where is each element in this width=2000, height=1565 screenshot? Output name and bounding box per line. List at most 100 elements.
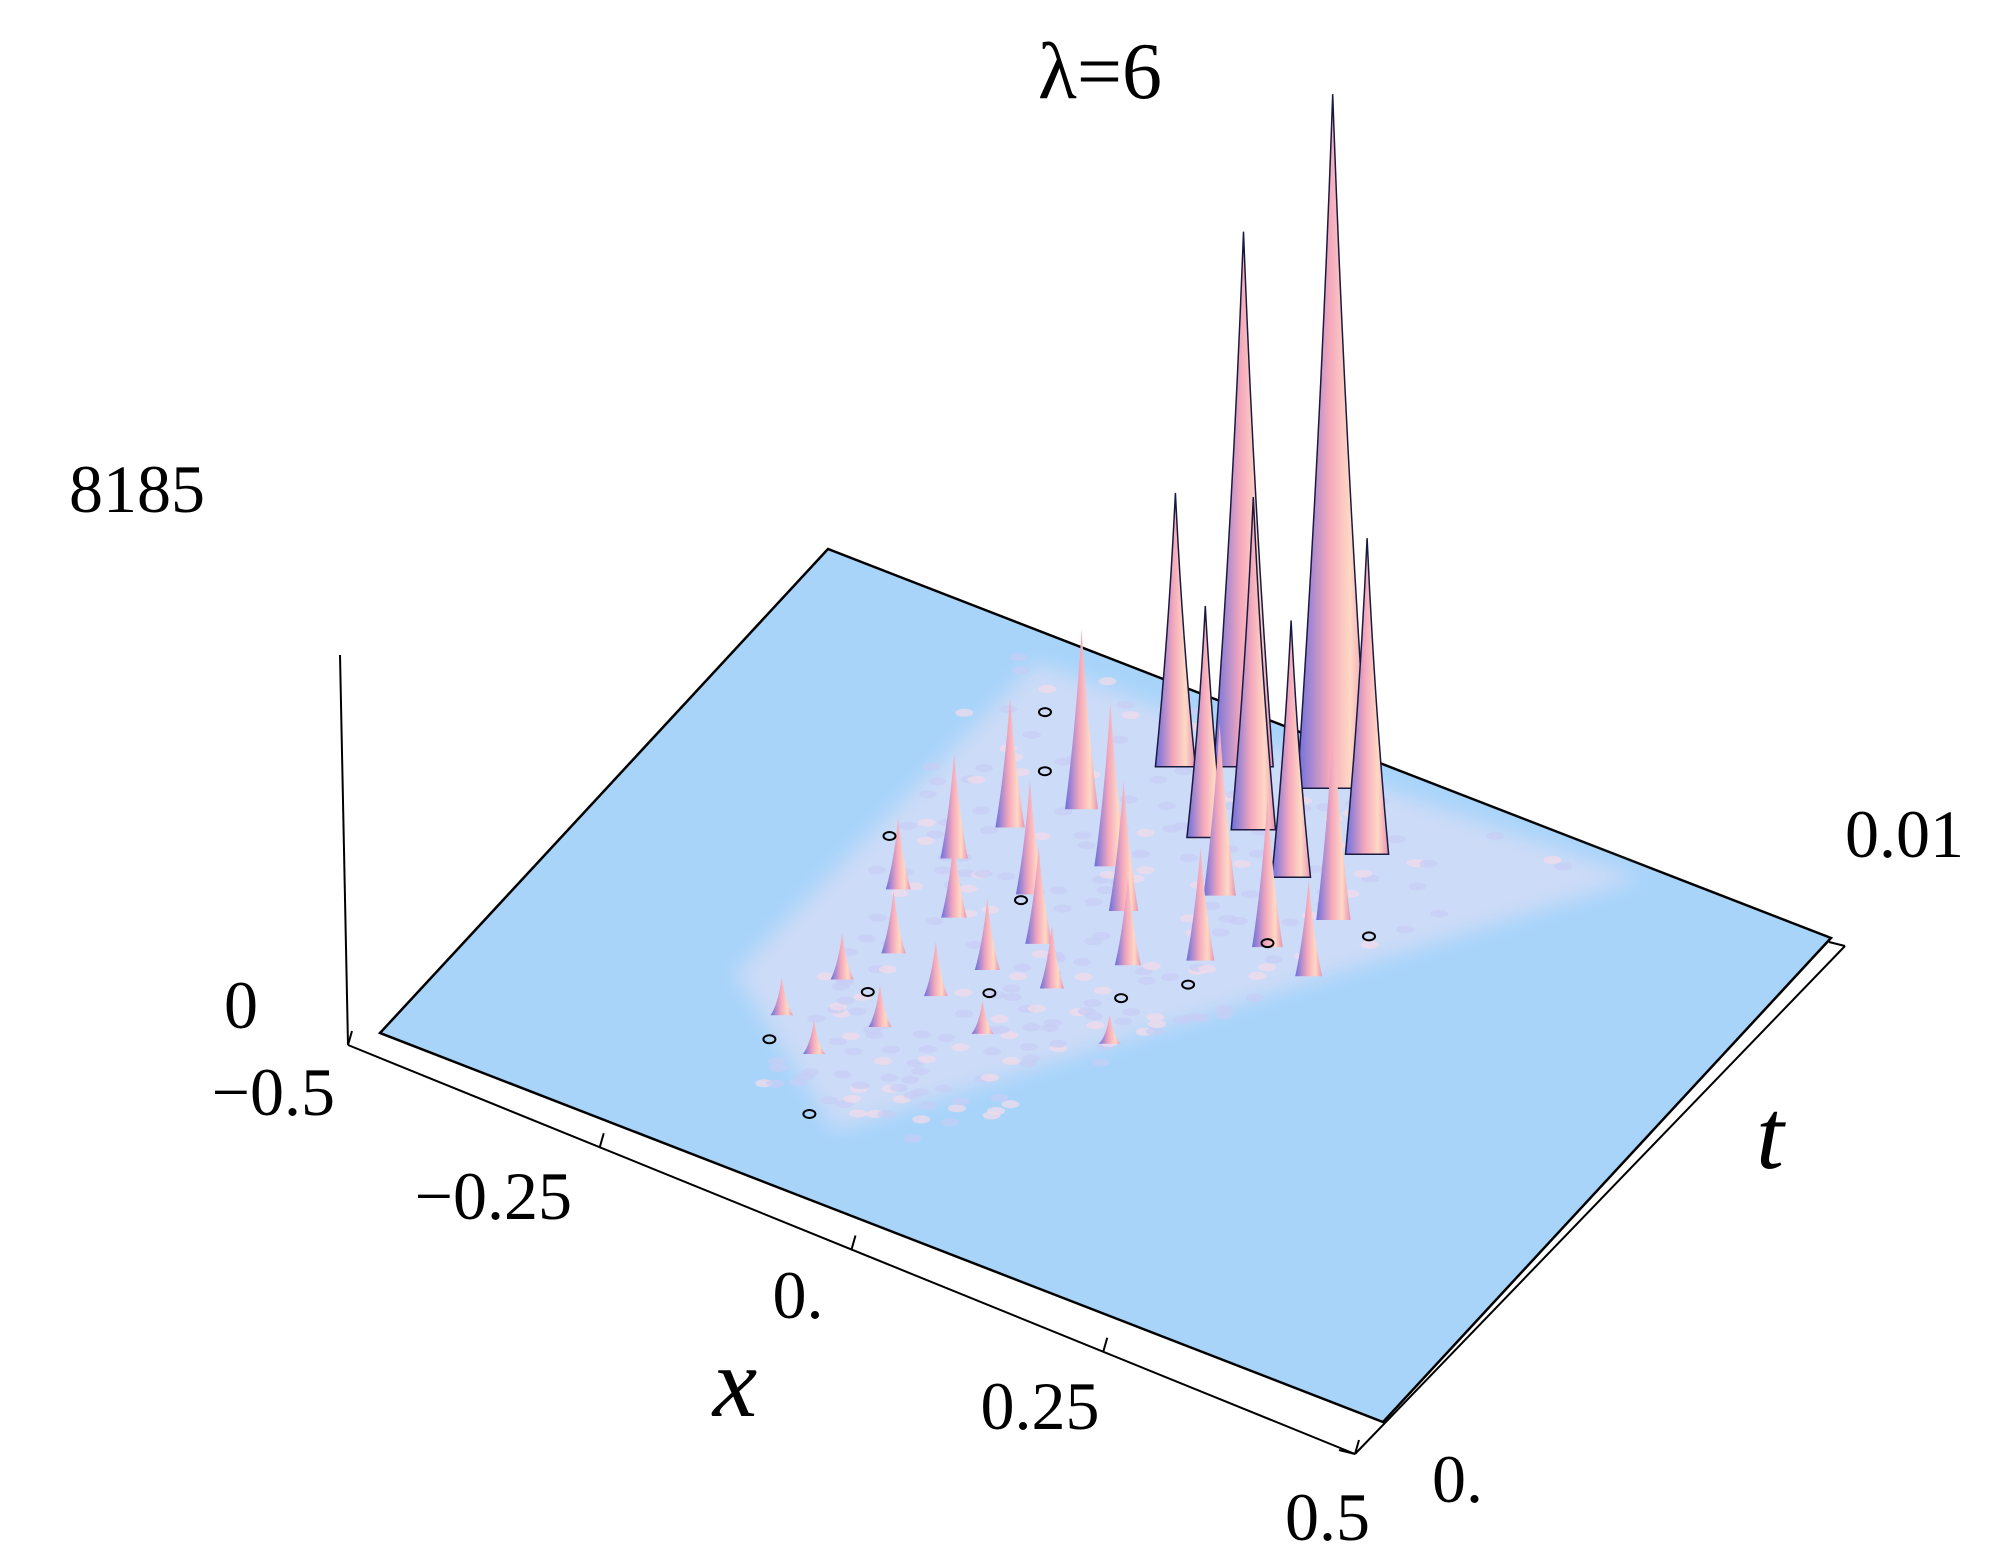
surface-ripple	[1022, 1023, 1041, 1032]
surface-peak	[924, 941, 948, 997]
surface-ripple	[934, 1084, 953, 1093]
surface-ripple	[1027, 1004, 1046, 1013]
surface-ripple	[851, 1081, 870, 1090]
surface-ripple	[1430, 909, 1449, 918]
t-tick-1	[1338, 1449, 1356, 1455]
surface-ripple	[1022, 1054, 1041, 1063]
surface-ripple	[1149, 775, 1168, 784]
surface-peak	[1025, 847, 1053, 944]
surface-ripple	[948, 1104, 966, 1113]
surface-ripple	[1122, 1008, 1141, 1016]
surface-ripple	[1077, 1007, 1096, 1016]
contour-blip	[982, 988, 997, 999]
surface-ripple	[1031, 950, 1050, 959]
surface-ripple	[1248, 849, 1267, 858]
axis-ticks	[347, 941, 1846, 1455]
surface-peak	[1114, 877, 1141, 966]
surface-ripple	[1092, 932, 1110, 940]
surface-ripple	[1215, 1004, 1234, 1013]
surface-ripple	[912, 1115, 931, 1124]
x-tick-label-3: 0.	[773, 1257, 824, 1333]
surface-peak	[1039, 925, 1065, 989]
surface-peak	[1094, 702, 1127, 867]
t-tick-label-2: 0.01	[1845, 796, 1964, 872]
x-axis-label: x	[711, 1327, 757, 1438]
surface-ripple	[955, 1009, 974, 1018]
x-tick-label-5: 0.5	[1285, 1479, 1370, 1555]
x-tick-label-2: −0.25	[415, 1158, 572, 1234]
surface-ripple	[807, 1014, 826, 1023]
surface-peak	[971, 1000, 994, 1034]
surface-peak	[941, 837, 967, 918]
surface-peak	[1316, 722, 1351, 920]
surface-peak	[995, 697, 1025, 828]
surface-ripple	[1011, 666, 1030, 675]
surface-ripple	[1360, 940, 1379, 949]
surface-ripple	[990, 1015, 1009, 1024]
surface-ripple	[1116, 700, 1135, 709]
surface-ripple	[1246, 993, 1264, 1002]
surface-ripple	[1396, 925, 1415, 934]
surface-ripple	[890, 1083, 908, 1092]
surface-ripple	[1148, 1020, 1167, 1029]
surface-ripple	[983, 1047, 1002, 1056]
surface-ripple	[820, 1096, 839, 1105]
surface-ripple	[1281, 918, 1300, 927]
t-tick-label-1: 0.	[1432, 1441, 1483, 1517]
contour-blip	[1037, 766, 1052, 777]
surface-ripple	[1009, 653, 1028, 662]
surface-ripple	[842, 1032, 861, 1041]
x-tick-label-1: −0.5	[212, 1054, 335, 1130]
surface-ripple	[974, 869, 993, 878]
surface-ripple	[1043, 1019, 1062, 1027]
surface-ripple	[890, 889, 909, 898]
surface-ripple	[996, 872, 1015, 881]
surface-ripple	[1248, 971, 1267, 980]
surface-ripple	[801, 1068, 820, 1077]
surface-ripple	[1229, 917, 1248, 925]
surface-ripple	[1002, 1056, 1021, 1065]
surface-ripple	[1049, 886, 1068, 895]
surface-ripple	[981, 1073, 999, 1082]
surface-ripple	[1136, 828, 1155, 837]
surface-ripple	[857, 934, 876, 943]
contour-blip	[1114, 993, 1129, 1004]
surface-ripple	[1137, 976, 1156, 985]
surface-ripple	[918, 790, 937, 799]
surface-peak	[1252, 799, 1283, 948]
t-tick-2	[1828, 941, 1846, 947]
surface-ripple	[987, 1107, 1006, 1115]
surface-ripple	[1121, 711, 1140, 720]
x-tick-4	[1102, 1337, 1109, 1353]
surface-ripple	[955, 708, 974, 717]
surface-ripple	[836, 996, 855, 1005]
surface-peaks	[762, 94, 1390, 1119]
surface-ripple	[933, 866, 952, 875]
surface-ripple	[990, 1093, 1009, 1102]
surface-ripple	[1387, 835, 1406, 843]
surface-ripple	[1003, 993, 1022, 1002]
surface-ripple	[767, 1057, 786, 1066]
surface-ripple	[816, 972, 835, 981]
surface-peak	[1270, 620, 1312, 879]
surface-ripple	[1084, 898, 1103, 906]
surface-ripple	[833, 1070, 852, 1079]
surface-ripple	[925, 917, 944, 926]
surface-ripple	[1146, 1013, 1165, 1022]
contour-blip	[1260, 938, 1275, 949]
surface-ripple	[1486, 831, 1505, 840]
surface-peak	[1186, 847, 1215, 961]
surface-ripple	[981, 905, 1000, 914]
surface-ripple	[967, 775, 986, 784]
surface-ripple	[1198, 964, 1217, 973]
surface-ripple	[1215, 1011, 1234, 1019]
surface-ripple	[1543, 856, 1562, 864]
contour-blip	[762, 1034, 777, 1045]
surface-ripple	[917, 818, 936, 827]
surface-ripple	[979, 826, 998, 835]
surface-ripple	[1001, 1100, 1020, 1109]
surface-ripple	[922, 762, 941, 771]
surface-ripple	[1083, 999, 1102, 1008]
surface-peak	[802, 1020, 826, 1054]
surface-ripple	[1174, 767, 1193, 775]
